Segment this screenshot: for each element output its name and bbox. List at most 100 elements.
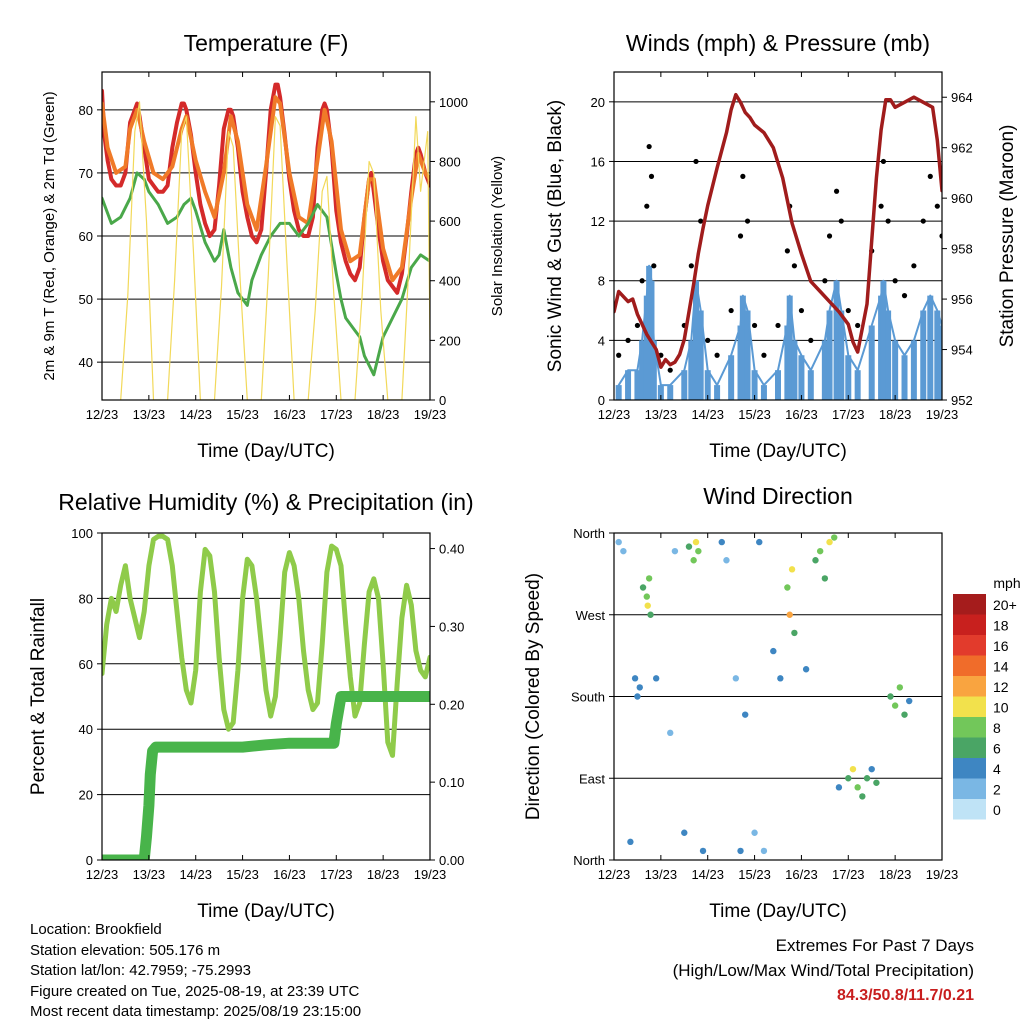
- x-tick-label: 19/23: [926, 407, 959, 422]
- series-2m-t: [102, 82, 430, 295]
- gust-point: [798, 307, 805, 314]
- y-tick-label: 20: [591, 95, 605, 110]
- gust-point: [744, 218, 751, 224]
- direction-point: [667, 729, 674, 737]
- colorbar-label: 4: [993, 761, 1001, 777]
- gust-point: [901, 293, 908, 299]
- rh-line: [102, 533, 430, 758]
- x-axis-label: Time (Day/UTC): [709, 441, 847, 462]
- gust-point: [644, 203, 650, 209]
- y-tick-label: 60: [79, 657, 93, 672]
- chart-title: Temperature (F): [184, 30, 349, 56]
- x-tick-label: 13/23: [133, 407, 166, 422]
- direction-point: [802, 666, 810, 673]
- direction-point: [634, 693, 641, 700]
- direction-point: [777, 675, 784, 682]
- y-tick-label: West: [576, 608, 606, 623]
- y-axis-label: Direction (Colored By Speed): [523, 573, 544, 820]
- direction-point: [826, 538, 833, 546]
- y2-tick-label: 800: [439, 154, 461, 169]
- gust-point: [616, 352, 622, 358]
- direction-point: [723, 557, 730, 564]
- x-tick-label: 12/23: [86, 407, 119, 422]
- gust-point: [855, 322, 861, 329]
- x-tick-label: 17/23: [832, 867, 865, 882]
- direction-point: [643, 593, 650, 600]
- x-tick-label: 19/23: [414, 407, 447, 422]
- extremes-box: Extremes For Past 7 Days (High/Low/Max W…: [673, 933, 974, 1008]
- colorbar-label: 18: [993, 618, 1009, 634]
- station-elevation: Station elevation: 505.176 m: [30, 941, 221, 959]
- direction-point: [620, 547, 627, 555]
- x-tick-label: 13/23: [645, 867, 678, 882]
- x-tick-label: 16/23: [785, 407, 818, 422]
- colorbar-label: 10: [993, 700, 1009, 716]
- colorbar-label: 2: [993, 782, 1001, 798]
- direction-point: [695, 547, 702, 555]
- speed-colorbar: mph 20+ 18 16 14 12 10 8 6 4 2 0: [953, 575, 1021, 820]
- x-tick-label: 13/23: [133, 867, 166, 882]
- series-solar: [120, 101, 430, 400]
- direction-point: [887, 693, 894, 700]
- colorbar-swatch: [953, 676, 986, 697]
- x-tick-label: 17/23: [320, 867, 353, 882]
- colorbar-swatch: [953, 778, 986, 799]
- y2-tick-label: 952: [951, 393, 973, 408]
- direction-point: [615, 538, 622, 546]
- gust-point: [646, 143, 652, 150]
- direction-point: [896, 684, 904, 691]
- gust-point: [648, 173, 655, 179]
- y2-tick-label: 0: [439, 393, 446, 408]
- colorbar-swatch: [953, 635, 986, 656]
- extremes-values: 84.3/50.8/11.7/0.21: [836, 987, 974, 1004]
- direction-point: [681, 829, 688, 836]
- chart-title: Relative Humidity (%) & Precipitation (i…: [58, 489, 473, 515]
- y-axis-label: Sonic Wind & Gust (Blue, Black): [545, 100, 566, 372]
- colorbar-label: 20+: [993, 597, 1017, 613]
- x-tick-label: 14/23: [179, 407, 212, 422]
- y-tick-label: 70: [79, 166, 93, 181]
- x-tick-label: 12/23: [598, 407, 631, 422]
- figure-created: Figure created on Tue, 2025-08-19, at 23…: [30, 982, 360, 1000]
- y2-axis-label: Solar Insolation (Yellow): [489, 156, 506, 316]
- direction-point: [652, 675, 660, 682]
- direction-point: [751, 829, 758, 836]
- y2-tick-label: 960: [951, 191, 973, 206]
- direction-point: [671, 547, 679, 555]
- x-tick-label: 15/23: [226, 867, 259, 882]
- gust-point: [939, 233, 942, 239]
- x-tick-label: 16/23: [785, 867, 818, 882]
- x-tick-label: 16/23: [273, 867, 306, 882]
- gust-point: [775, 322, 781, 329]
- gust-point: [705, 337, 711, 343]
- station-info: Location: Brookfield Station elevation: …: [30, 920, 361, 1023]
- gust-point: [751, 322, 758, 329]
- x-tick-label: 12/23: [86, 867, 119, 882]
- x-tick-label: 14/23: [691, 407, 724, 422]
- panel-wind-direction: Wind DirectionNorthEastSouthWestNorth12/…: [523, 483, 1021, 922]
- y2-tick-label: 1000: [439, 95, 468, 110]
- plot-frame: [613, 532, 943, 861]
- gust-point: [714, 352, 720, 358]
- gust-point: [740, 173, 746, 179]
- gust-point: [822, 278, 828, 284]
- latest-timestamp: Most recent data timestamp: 2025/08/19 2…: [30, 1003, 362, 1020]
- x-axis-label: Time (Day/UTC): [197, 441, 335, 462]
- direction-point: [732, 675, 740, 682]
- panel-temperature: Temperature (F)4050607080020040060080010…: [41, 30, 506, 462]
- gust-point: [826, 233, 833, 239]
- gust-point: [885, 218, 891, 224]
- y2-tick-label: 958: [951, 242, 973, 257]
- y2-tick-label: 0.20: [439, 697, 464, 712]
- direction-point: [873, 779, 880, 786]
- direction-point: [770, 647, 777, 655]
- y-tick-label: 50: [79, 292, 93, 307]
- colorbar-swatch: [953, 799, 986, 820]
- x-tick-label: 17/23: [832, 407, 865, 422]
- direction-point: [788, 566, 796, 573]
- panel-humidity: Relative Humidity (%) & Precipitation (i…: [28, 489, 474, 922]
- extremes-title: Extremes For Past 7 Days: [775, 936, 974, 955]
- y-tick-label: 0: [86, 853, 93, 868]
- x-tick-label: 16/23: [273, 407, 306, 422]
- y-tick-label: 100: [71, 526, 93, 541]
